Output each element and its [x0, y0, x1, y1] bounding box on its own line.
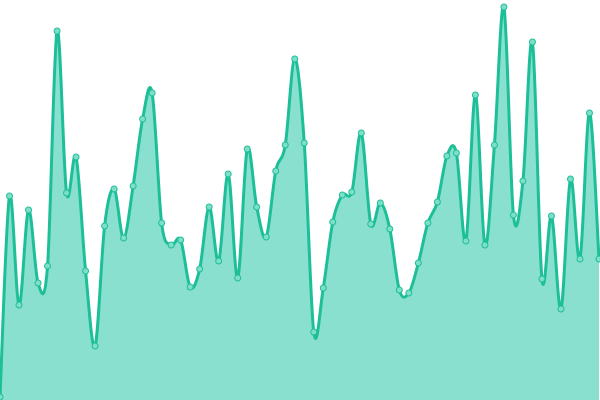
data-point-59 [557, 305, 565, 313]
data-point-57 [538, 275, 546, 283]
data-point-13 [120, 234, 128, 242]
area-fill [0, 6, 599, 400]
data-point-38 [357, 129, 365, 137]
data-point-6 [53, 27, 61, 35]
data-point-1 [6, 192, 14, 200]
data-points [0, 3, 600, 400]
data-point-0 [0, 393, 4, 400]
data-point-10 [91, 342, 99, 350]
data-point-8 [72, 153, 80, 161]
data-point-26 [243, 145, 251, 153]
data-point-36 [338, 191, 346, 199]
data-point-15 [139, 115, 147, 123]
data-point-63 [595, 255, 600, 263]
data-point-11 [101, 222, 109, 230]
data-point-51 [481, 241, 489, 249]
data-point-49 [462, 237, 470, 245]
data-point-27 [253, 203, 261, 211]
data-point-19 [177, 236, 185, 244]
data-point-34 [319, 284, 327, 292]
data-point-43 [405, 289, 413, 297]
data-point-37 [348, 188, 356, 196]
data-point-24 [224, 170, 232, 178]
data-point-31 [291, 55, 299, 63]
data-point-28 [262, 233, 270, 241]
data-point-53 [500, 3, 508, 11]
data-point-3 [25, 206, 33, 214]
data-point-45 [424, 219, 432, 227]
data-point-46 [433, 198, 441, 206]
data-point-25 [234, 274, 242, 282]
data-point-22 [205, 203, 213, 211]
data-point-16 [148, 89, 156, 97]
data-point-17 [158, 219, 166, 227]
data-point-20 [186, 283, 194, 291]
data-point-42 [395, 286, 403, 294]
data-point-62 [585, 109, 593, 117]
data-point-21 [196, 265, 204, 273]
data-point-32 [300, 139, 308, 147]
data-point-4 [34, 279, 42, 287]
data-point-39 [367, 220, 375, 228]
data-point-29 [272, 167, 280, 175]
data-point-47 [443, 152, 451, 160]
data-point-44 [414, 259, 422, 267]
data-point-60 [566, 175, 574, 183]
data-point-33 [310, 328, 318, 336]
data-point-7 [63, 189, 71, 197]
data-point-30 [281, 141, 289, 149]
data-point-40 [376, 199, 384, 207]
data-point-18 [167, 241, 175, 249]
data-point-50 [471, 91, 479, 99]
data-point-58 [547, 212, 555, 220]
data-point-35 [329, 218, 337, 226]
data-point-54 [509, 211, 517, 219]
data-point-12 [110, 185, 118, 193]
data-point-14 [129, 182, 137, 190]
data-point-56 [528, 38, 536, 46]
data-point-9 [82, 267, 90, 275]
data-point-52 [490, 141, 498, 149]
data-point-61 [576, 255, 584, 263]
data-point-5 [44, 262, 52, 270]
data-point-23 [215, 257, 223, 265]
data-point-48 [452, 149, 460, 157]
data-point-41 [386, 225, 394, 233]
data-point-55 [519, 177, 527, 185]
data-point-2 [15, 301, 23, 309]
